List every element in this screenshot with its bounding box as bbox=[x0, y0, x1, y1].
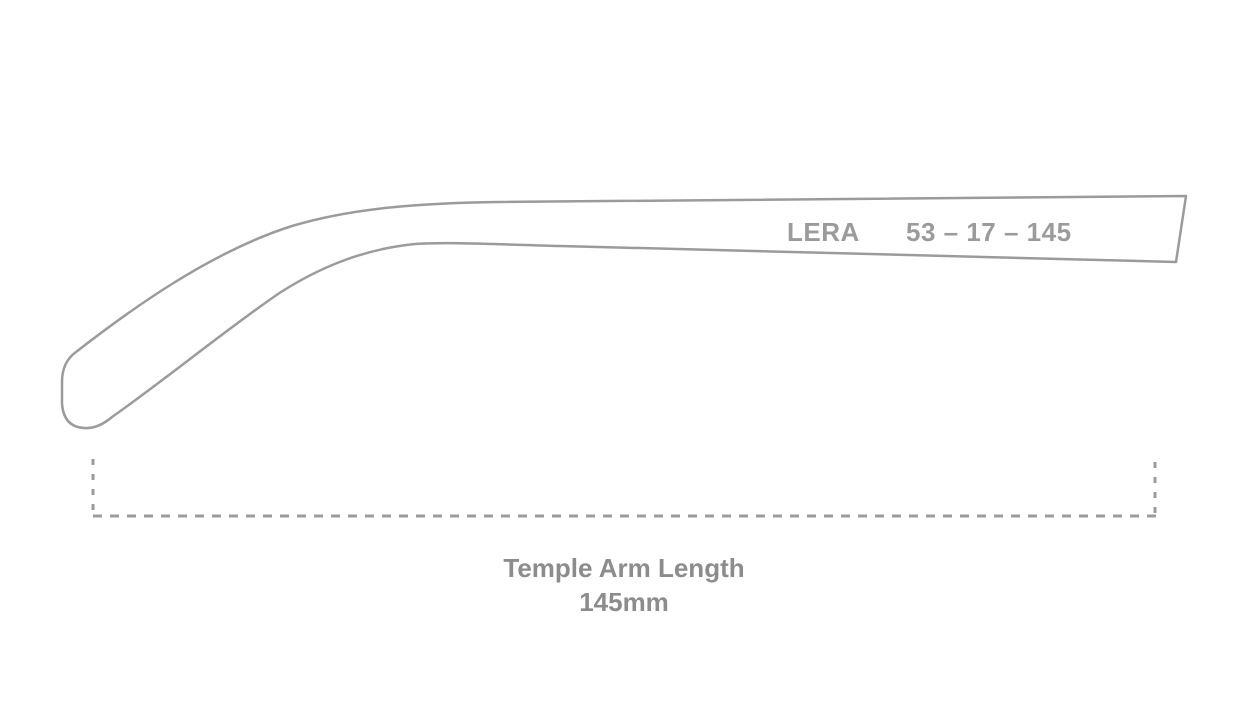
temple-arm-outline bbox=[60, 194, 1188, 430]
dimension-value: 145mm bbox=[579, 587, 669, 617]
dimension-caption: Temple Arm Length 145mm bbox=[324, 551, 924, 619]
model-name-text: LERA bbox=[787, 217, 860, 247]
frame-measurements-text: 53 – 17 – 145 bbox=[906, 217, 1072, 247]
dimension-label: Temple Arm Length bbox=[503, 553, 745, 583]
